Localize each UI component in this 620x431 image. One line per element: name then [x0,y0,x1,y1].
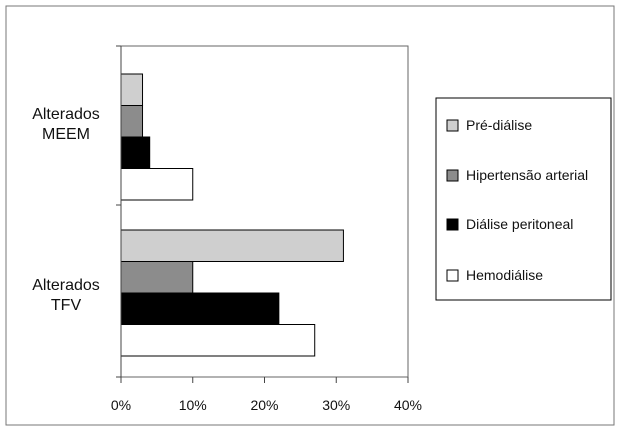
legend-item-hemodialise: Hemodiálise [446,267,543,283]
axes [116,45,409,383]
legend-swatch [446,119,459,132]
outer-frame [5,5,615,426]
legend-swatch [446,269,459,282]
x-tick-label: 10% [179,397,207,413]
category-labels: Alterados MEEM Alterados TFV [32,106,100,314]
legend-label: Hemodiálise [466,267,543,283]
x-tick-label: 30% [322,397,350,413]
category-label-alterados-meem: Alterados MEEM [32,106,100,143]
bar-alterados-tfv-hemodialise [120,324,316,357]
legend-label: Hipertensão arterial [466,167,588,183]
legend: Pré-diálise Hipertensão arterial Diálise p… [446,117,588,283]
legend-item-hipertensao-arterial: Hipertensão arterial [446,167,588,183]
bar-alterados-meem-hipertensao-arterial [120,105,144,138]
bar-alterados-tfv-pre-dialise [120,229,344,262]
category-label-alterados-tfv: Alterados TFV [32,277,100,314]
legend-swatch [446,218,459,231]
bar-alterados-meem-pre-dialise [120,73,144,106]
legend-item-pre-dialise: Pré-diálise [446,117,532,133]
legend-box [435,97,612,301]
bar-alterados-tfv-dialise-peritoneal [120,292,280,325]
bars [120,73,344,357]
bar-alterados-meem-hemodialise [120,168,194,201]
legend-item-dialise-peritoneal: Diálise peritoneal [446,216,573,232]
x-tick-label: 20% [250,397,278,413]
legend-label: Diálise peritoneal [466,216,573,232]
x-tick-label: 0% [111,397,131,413]
bar-alterados-tfv-hipertensao-arterial [120,261,194,294]
legend-label: Pré-diálise [466,117,532,133]
x-tick-labels: 0% 10% 20% 30% 40% [111,397,422,413]
bar-alterados-meem-dialise-peritoneal [120,136,151,169]
x-tick-label: 40% [394,397,422,413]
legend-swatch [446,169,459,182]
